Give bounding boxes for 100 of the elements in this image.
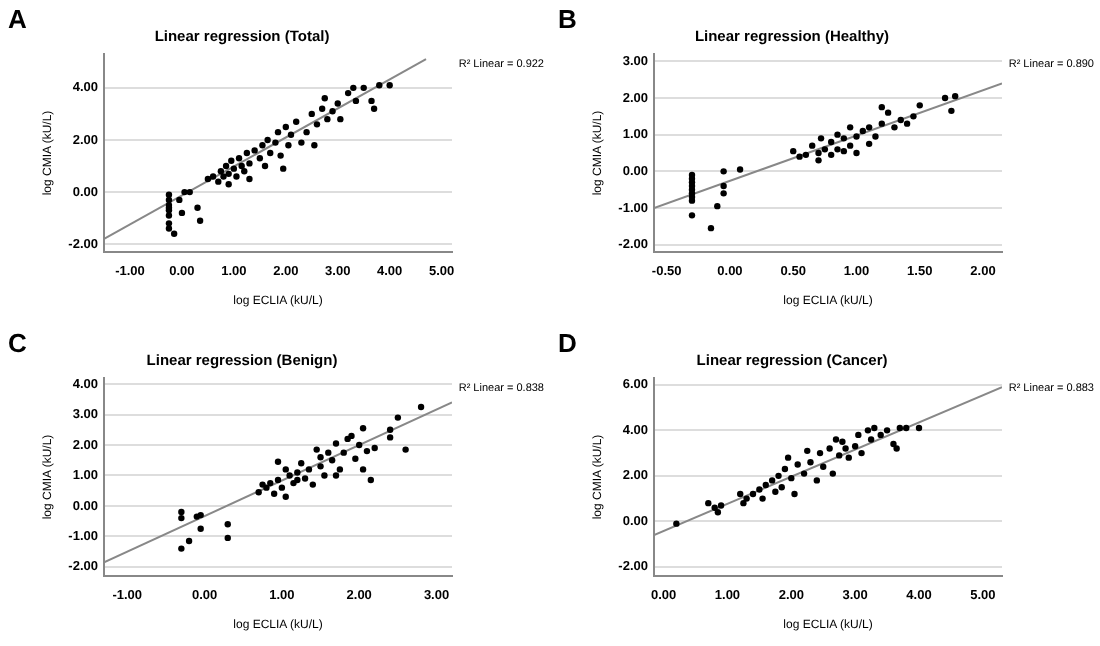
point [821, 146, 829, 153]
point [402, 445, 409, 452]
point [259, 480, 266, 487]
point [916, 102, 923, 109]
point [321, 471, 328, 478]
point [688, 212, 696, 219]
point [325, 448, 332, 455]
point [359, 465, 367, 472]
point [394, 413, 402, 420]
point [883, 426, 891, 433]
point [197, 524, 204, 531]
point [846, 124, 854, 131]
point [820, 462, 827, 469]
point [224, 533, 231, 541]
point [813, 476, 821, 483]
point [743, 494, 750, 501]
point [832, 435, 840, 442]
point [903, 120, 911, 127]
point [340, 448, 347, 455]
point [948, 107, 955, 115]
text: D [558, 327, 577, 357]
text: C [8, 327, 27, 357]
point [840, 147, 848, 155]
point [784, 453, 792, 460]
point [853, 149, 860, 157]
point [802, 151, 810, 159]
point [274, 475, 282, 483]
point [294, 475, 301, 483]
point [878, 103, 885, 111]
point [859, 127, 867, 135]
point [274, 457, 282, 464]
point [282, 492, 289, 499]
point [286, 471, 293, 478]
point [826, 444, 833, 451]
point [756, 485, 763, 492]
point [884, 109, 892, 116]
point [294, 468, 301, 475]
point [720, 168, 727, 175]
point [851, 442, 859, 449]
text: A [8, 4, 27, 34]
point [356, 440, 363, 448]
point [270, 489, 278, 496]
point [768, 476, 776, 483]
point [778, 483, 785, 490]
point [853, 133, 860, 140]
point [796, 153, 803, 160]
point [714, 508, 722, 515]
point [775, 471, 782, 479]
point [951, 92, 959, 100]
point [903, 423, 910, 431]
point [794, 460, 801, 467]
point [871, 423, 878, 431]
point [720, 190, 727, 197]
point [842, 444, 849, 451]
point [896, 423, 904, 431]
point [800, 469, 808, 476]
point [352, 454, 359, 461]
point [878, 120, 885, 127]
point [891, 124, 898, 131]
point [872, 133, 879, 140]
point [772, 487, 779, 494]
point [834, 146, 841, 153]
point [359, 424, 367, 431]
point [417, 402, 425, 410]
point [386, 433, 394, 440]
point [815, 157, 822, 164]
point [255, 488, 262, 495]
point [328, 456, 336, 463]
point [737, 489, 744, 497]
point [309, 480, 317, 487]
point [893, 444, 900, 451]
point [845, 453, 852, 460]
point [371, 443, 378, 451]
point [867, 435, 875, 442]
point [835, 451, 843, 458]
point [224, 520, 231, 527]
point [367, 475, 375, 483]
point [864, 426, 872, 433]
point [282, 465, 289, 472]
point [749, 489, 757, 497]
point [736, 166, 744, 173]
point [827, 138, 835, 146]
point [846, 142, 854, 149]
point [804, 446, 811, 454]
point [877, 430, 884, 438]
point [305, 465, 313, 472]
point [865, 140, 873, 148]
point [301, 474, 309, 481]
point [839, 437, 846, 444]
point [829, 469, 836, 476]
point [815, 149, 822, 157]
point [720, 182, 727, 190]
point [178, 544, 185, 551]
point [827, 151, 835, 159]
point [915, 423, 923, 431]
point [762, 480, 769, 488]
point [817, 135, 825, 142]
point [711, 503, 718, 510]
text: B [558, 4, 577, 34]
point [185, 536, 193, 544]
